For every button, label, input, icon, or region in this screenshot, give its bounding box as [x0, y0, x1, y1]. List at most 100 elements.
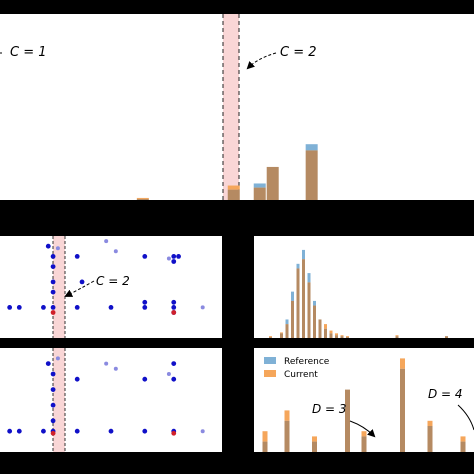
bar-overlap — [313, 305, 316, 338]
annotation-c2-top-arrow — [246, 52, 277, 70]
annotation-d3-arrow — [349, 420, 376, 438]
point-dark — [142, 428, 148, 434]
bar-current — [335, 333, 338, 336]
point-red — [171, 310, 177, 315]
point-dark — [45, 361, 51, 366]
bar-reference — [291, 291, 294, 301]
point-dark — [74, 428, 80, 434]
annotation-d3: D = 3 — [312, 402, 347, 416]
bar-overlap — [262, 441, 268, 452]
bar-overlap — [395, 336, 399, 338]
point-dark — [176, 254, 181, 259]
middle-left-shaded-band — [53, 236, 65, 338]
bar-reference — [253, 183, 266, 188]
bar-current — [427, 420, 433, 426]
bar-overlap — [305, 150, 318, 200]
point-dark — [7, 428, 13, 434]
bar-overlap — [291, 300, 294, 338]
bar-reference — [285, 319, 289, 325]
point-dark — [50, 264, 56, 269]
bar-current — [227, 185, 240, 190]
annotation-c1: C = 1 — [10, 45, 47, 60]
legend: Reference Current — [264, 357, 330, 380]
point-dark — [142, 305, 148, 310]
point-dark — [50, 418, 56, 424]
point-dark — [41, 305, 46, 310]
legend-reference-swatch — [264, 357, 276, 364]
bar-current — [269, 336, 272, 338]
bar-current — [324, 324, 327, 329]
top-bars — [136, 144, 318, 200]
bar-reference — [305, 144, 318, 151]
point-dark — [50, 254, 56, 259]
point-dark — [79, 279, 85, 285]
bar-overlap — [302, 259, 305, 338]
point-dark — [50, 371, 56, 377]
bar-overlap — [335, 335, 338, 338]
bar-overlap — [346, 337, 349, 338]
point-dark — [50, 387, 56, 392]
point-light — [200, 429, 205, 434]
point-dark — [108, 428, 114, 434]
bottom-left-panel — [0, 348, 222, 452]
point-dark — [7, 305, 13, 310]
annotation-c2-mid-arrow — [64, 280, 95, 297]
bar-overlap — [227, 189, 240, 200]
middle-right-bg — [254, 236, 474, 338]
point-light — [104, 361, 109, 366]
point-dark — [142, 299, 148, 305]
point-light — [166, 256, 171, 261]
legend-reference-label: Reference — [284, 357, 330, 367]
bar-overlap — [445, 336, 448, 338]
annotation-c2-mid: C = 2 — [96, 274, 130, 288]
point-red — [50, 310, 56, 315]
point-dark — [171, 299, 177, 305]
bar-current — [340, 335, 344, 337]
bar-overlap — [284, 420, 290, 452]
bar-overlap — [324, 328, 327, 338]
point-dark — [50, 279, 56, 285]
bar-reference — [313, 300, 316, 306]
point-light — [113, 366, 118, 371]
legend-current-swatch — [264, 370, 276, 377]
middle-right-bars — [269, 249, 448, 338]
bar-current — [280, 332, 283, 334]
point-dark — [142, 376, 148, 382]
bar-reference — [296, 263, 300, 269]
bottom-left-bg — [0, 348, 222, 452]
point-light — [55, 356, 60, 361]
bar-current — [361, 431, 367, 437]
point-dark — [74, 254, 80, 259]
point-dark — [16, 428, 22, 434]
legend-current-label: Current — [284, 370, 318, 380]
bottom-right-bars — [262, 358, 466, 452]
bar-current — [284, 410, 290, 421]
point-dark — [142, 254, 148, 259]
bar-overlap — [280, 333, 283, 338]
bar-current — [262, 431, 268, 442]
bar-overlap — [460, 441, 466, 452]
middle-left-dots — [7, 239, 205, 315]
bottom-left-dots — [7, 356, 205, 436]
bottom-left-shaded-band — [53, 348, 65, 452]
bar-overlap — [285, 324, 289, 338]
point-dark — [171, 376, 177, 382]
point-light — [166, 372, 171, 376]
bar-overlap — [266, 166, 279, 200]
point-light — [113, 249, 118, 254]
top-panel: C = 1 C = 2 — [0, 14, 474, 200]
point-dark — [50, 289, 56, 295]
bar-overlap — [340, 336, 344, 338]
middle-right-panel — [254, 236, 474, 338]
bar-reference — [307, 273, 311, 283]
annotation-c2-top: C = 2 — [280, 45, 317, 60]
bar-overlap — [400, 368, 405, 452]
bar-overlap — [296, 268, 300, 338]
point-light — [55, 246, 60, 251]
bar-overlap — [269, 337, 272, 338]
bar-overlap — [329, 333, 333, 338]
bar-overlap — [136, 198, 149, 200]
point-dark — [50, 402, 56, 408]
bar-overlap — [253, 187, 266, 200]
